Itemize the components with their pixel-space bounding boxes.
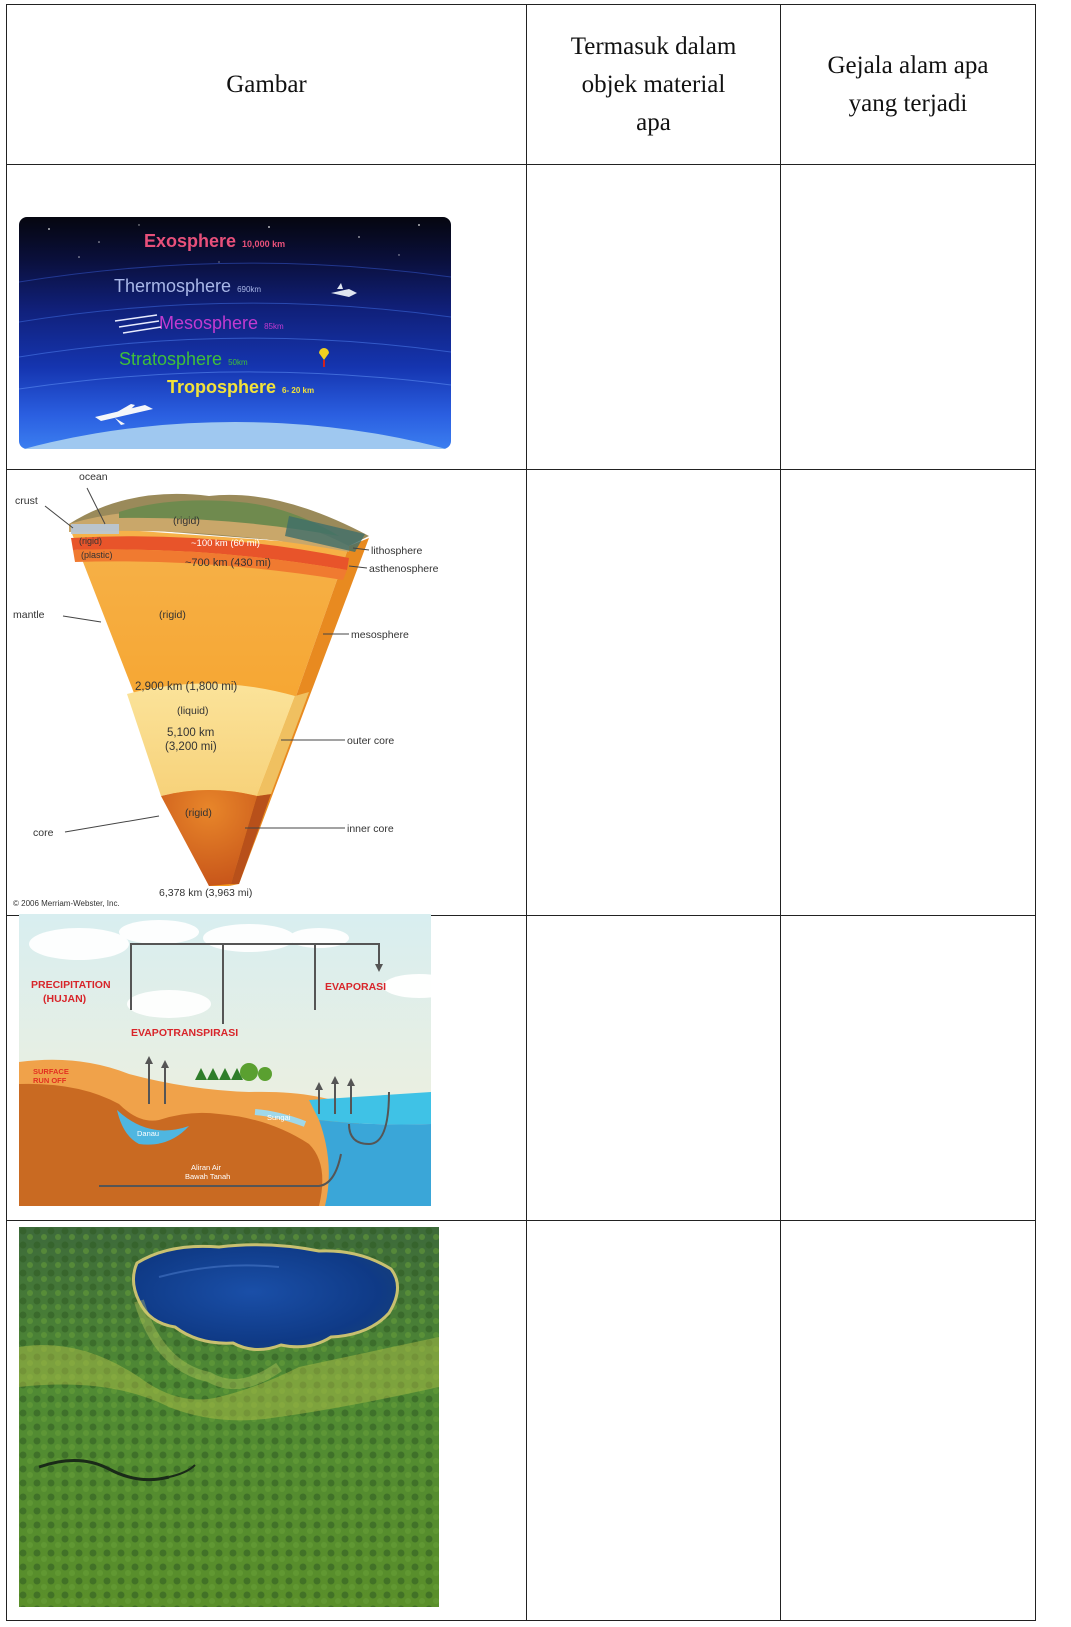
layer-altitude: 690km <box>237 285 261 294</box>
label-sungai: Sungai <box>267 1113 291 1122</box>
label-surface: SURFACE <box>33 1067 69 1076</box>
layer-stratosphere: Stratosphere 50km <box>119 349 248 369</box>
label-evaporasi: EVAPORASI <box>325 981 386 993</box>
answer-cell-gejala[interactable] <box>780 915 1036 1221</box>
layer-name: Thermosphere <box>114 276 231 296</box>
header-gambar: Gambar <box>6 4 527 165</box>
label-liquid: (liquid) <box>177 705 209 717</box>
label-rigid-lithosphere: (rigid) <box>79 536 102 546</box>
forest-lake-photo <box>19 1227 439 1607</box>
header-line: Gejala alam apa <box>827 51 989 79</box>
table-row: ocean crust mantle core lithosphere asth… <box>6 469 1036 916</box>
label-asthenosphere: asthenosphere <box>369 563 439 575</box>
label-mantle: mantle <box>13 609 45 621</box>
layer-altitude: 10,000 km <box>242 239 285 249</box>
header-row: Gambar Termasuk dalam objek material apa… <box>6 4 1036 165</box>
header-objek-material: Termasuk dalam objek material apa <box>526 4 781 165</box>
label-inner-core: inner core <box>347 823 394 835</box>
layer-altitude: 6- 20 km <box>282 386 314 395</box>
layer-thermosphere: Thermosphere 690km <box>114 276 261 296</box>
image-credit: © 2006 Merriam-Webster, Inc. <box>13 899 120 908</box>
worksheet-table: Gambar Termasuk dalam objek material apa… <box>6 4 1036 1621</box>
label-radius: 6,378 km (3,963 mi) <box>159 887 252 899</box>
label-precipitation: PRECIPITATION <box>31 979 111 991</box>
label-rigid-mesosphere: (rigid) <box>159 609 186 621</box>
label-mesosphere: mesosphere <box>351 629 409 641</box>
space-shuttle-icon <box>331 283 357 297</box>
header-line: objek material <box>581 70 726 98</box>
label-danau: Danau <box>137 1129 159 1138</box>
layer-troposphere: Troposphere 6- 20 km <box>167 377 314 397</box>
label-plastic: (plastic) <box>81 550 113 560</box>
airplane-icon <box>95 404 153 425</box>
image-cell <box>6 1220 527 1621</box>
label-100km: ~100 km (60 mi) <box>191 538 260 549</box>
label-rigid-inner-core: (rigid) <box>185 807 212 819</box>
answer-cell-material[interactable] <box>526 469 781 916</box>
image-cell: PRECIPITATION (HUJAN) EVAPORASI EVAPOTRA… <box>6 914 527 1221</box>
water-cycle-image: PRECIPITATION (HUJAN) EVAPORASI EVAPOTRA… <box>19 914 431 1206</box>
header-line: Termasuk dalam <box>570 32 737 60</box>
label-run-off: RUN OFF <box>33 1076 67 1085</box>
label-evapotranspirasi: EVAPOTRANSPIRASI <box>131 1027 238 1039</box>
image-cell: Exosphere 10,000 km Thermosphere 690km Mes… <box>6 164 527 470</box>
layer-name: Mesosphere <box>159 313 258 333</box>
atmosphere-layers-image: Exosphere 10,000 km Thermosphere 690km Mes… <box>19 217 451 449</box>
table-row <box>6 1220 1036 1621</box>
table-row: Exosphere 10,000 km Thermosphere 690km Mes… <box>6 164 1036 470</box>
answer-cell-gejala[interactable] <box>780 1220 1036 1621</box>
layer-name: Exosphere <box>144 231 236 251</box>
label-core: core <box>33 827 54 839</box>
label-rigid-crust: (rigid) <box>173 515 200 527</box>
image-cell: ocean crust mantle core lithosphere asth… <box>6 469 527 916</box>
label-ocean: ocean <box>79 471 108 483</box>
meteor-streaks-icon <box>114 314 162 334</box>
answer-cell-material[interactable] <box>526 1220 781 1621</box>
label-5100km: 5,100 km <box>167 727 214 739</box>
label-lithosphere: lithosphere <box>371 545 423 557</box>
layer-altitude: 50km <box>228 358 248 367</box>
header-gejala-alam: Gejala alam apa yang terjadi <box>780 4 1036 165</box>
worksheet: Gambar Termasuk dalam objek material apa… <box>6 4 1036 1621</box>
earth-interior-image: ocean crust mantle core lithosphere asth… <box>13 471 439 908</box>
label-outer-core: outer core <box>347 735 394 747</box>
header-line: yang terjadi <box>848 89 968 117</box>
label-2900km: 2,900 km (1,800 mi) <box>135 681 237 693</box>
answer-cell-gejala[interactable] <box>780 164 1036 470</box>
label-crust: crust <box>15 495 38 507</box>
layer-mesosphere: Mesosphere 85km <box>159 313 284 333</box>
label-hujan: (HUJAN) <box>43 993 86 1005</box>
label-3200mi: (3,200 mi) <box>165 741 217 753</box>
label-aliran-air: Aliran Air <box>191 1163 222 1172</box>
layer-exosphere: Exosphere 10,000 km <box>144 231 285 251</box>
layer-altitude: 85km <box>264 322 284 331</box>
label-700km: ~700 km (430 mi) <box>185 557 271 569</box>
table-row: PRECIPITATION (HUJAN) EVAPORASI EVAPOTRA… <box>6 914 1036 1221</box>
label-bawah-tanah: Bawah Tanah <box>185 1172 230 1181</box>
weather-balloon-icon <box>319 348 329 367</box>
header-line: apa <box>636 108 671 136</box>
answer-cell-material[interactable] <box>526 164 781 470</box>
answer-cell-material[interactable] <box>526 915 781 1221</box>
layer-name: Troposphere <box>167 377 276 397</box>
layer-name: Stratosphere <box>119 349 222 369</box>
answer-cell-gejala[interactable] <box>780 469 1036 916</box>
